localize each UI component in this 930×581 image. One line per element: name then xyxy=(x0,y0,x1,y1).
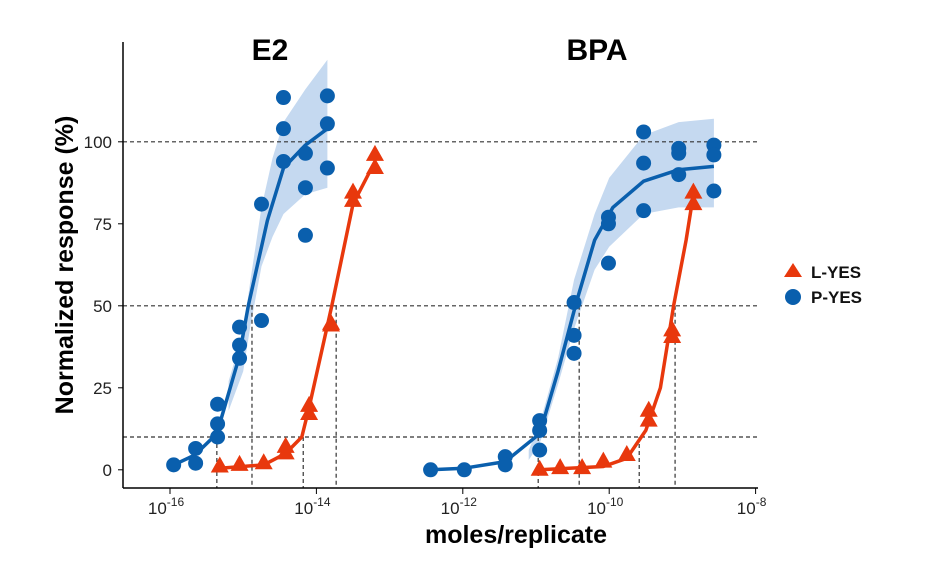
data-point-bpa-p-yes xyxy=(706,147,722,163)
data-point-bpa-l-yes xyxy=(684,194,703,211)
data-point-bpa-p-yes xyxy=(456,462,472,478)
data-point-e2-l-yes xyxy=(300,404,319,421)
data-point-bpa-p-yes xyxy=(532,442,548,458)
legend: L-YES P-YES xyxy=(784,263,862,307)
data-point-e2-p-yes xyxy=(297,227,313,243)
data-point-bpa-l-yes xyxy=(639,410,658,427)
data-point-e2-p-yes xyxy=(297,180,313,196)
data-point-bpa-p-yes xyxy=(532,422,548,438)
legend-circle-icon xyxy=(785,289,801,305)
data-point-bpa-p-yes xyxy=(671,145,687,161)
legend-label-p-yes: P-YES xyxy=(811,288,862,307)
data-point-bpa-p-yes xyxy=(600,216,616,232)
data-point-bpa-p-yes xyxy=(497,457,513,473)
data-point-e2-p-yes xyxy=(275,153,291,169)
data-point-e2-p-yes xyxy=(275,121,291,137)
data-point-bpa-p-yes xyxy=(423,462,439,478)
data-point-bpa-p-yes xyxy=(671,167,687,183)
data-point-e2-l-yes xyxy=(210,456,229,473)
data-point-bpa-l-yes xyxy=(684,182,703,199)
data-point-e2-p-yes xyxy=(319,88,335,104)
data-point-e2-p-yes xyxy=(232,350,248,366)
data-point-e2-p-yes xyxy=(297,145,313,161)
data-point-e2-l-yes xyxy=(254,453,273,470)
data-point-bpa-l-yes xyxy=(617,445,636,462)
data-point-e2-l-yes xyxy=(344,190,362,207)
panel-title-bpa: BPA xyxy=(566,34,627,67)
data-point-e2-l-yes xyxy=(276,436,295,453)
x-tick-label: 10-8 xyxy=(737,495,767,518)
data-point-e2-p-yes xyxy=(188,440,204,456)
data-point-e2-l-yes xyxy=(365,144,384,161)
data-point-e2-p-yes xyxy=(232,337,248,353)
data-point-bpa-p-yes xyxy=(566,345,582,361)
y-tick-label: 50 xyxy=(93,297,112,316)
panel-title-e2: E2 xyxy=(252,34,289,67)
data-point-e2-l-yes xyxy=(365,158,384,175)
legend-triangle-icon xyxy=(784,263,802,277)
x-tick-label: 10-12 xyxy=(441,495,478,518)
data-point-e2-p-yes xyxy=(275,90,291,106)
data-point-bpa-p-yes xyxy=(566,327,582,343)
data-point-e2-p-yes xyxy=(210,396,226,412)
data-point-e2-p-yes xyxy=(319,116,335,132)
x-tick-label: 10-14 xyxy=(294,495,331,518)
data-point-e2-p-yes xyxy=(254,196,269,212)
data-point-bpa-l-yes xyxy=(663,320,682,337)
data-point-bpa-p-yes xyxy=(636,203,652,219)
data-point-e2-p-yes xyxy=(254,313,269,329)
data-point-e2-l-yes xyxy=(322,313,341,330)
data-point-e2-p-yes xyxy=(166,457,182,473)
data-point-bpa-l-yes xyxy=(573,458,592,475)
data-point-bpa-p-yes xyxy=(600,255,616,271)
data-point-bpa-l-yes xyxy=(639,400,658,417)
y-tick-label: 0 xyxy=(103,461,112,480)
ci-band-bpa-p-yes xyxy=(528,118,714,461)
data-point-bpa-l-yes xyxy=(551,458,570,475)
data-point-e2-p-yes xyxy=(188,455,204,471)
data-point-bpa-l-yes xyxy=(594,451,613,468)
y-tick-label: 75 xyxy=(93,215,112,234)
data-point-e2-p-yes xyxy=(232,319,248,335)
data-point-e2-p-yes xyxy=(210,429,226,445)
legend-label-l-yes: L-YES xyxy=(811,263,861,282)
data-point-bpa-p-yes xyxy=(636,124,652,140)
data-point-bpa-p-yes xyxy=(636,155,652,171)
data-point-e2-l-yes xyxy=(230,454,249,471)
fit-curve-e2-l-yes xyxy=(219,160,377,470)
data-point-bpa-p-yes xyxy=(706,183,722,199)
y-axis-label: Normalized response (%) xyxy=(51,116,79,415)
data-point-bpa-l-yes xyxy=(530,459,549,476)
x-tick-label: 10-10 xyxy=(587,495,624,518)
data-point-e2-p-yes xyxy=(210,416,226,432)
x-axis-label: moles/replicate xyxy=(425,521,607,549)
y-tick-label: 25 xyxy=(93,379,112,398)
x-tick-label: 10-16 xyxy=(148,495,185,518)
data-point-e2-l-yes xyxy=(344,182,362,199)
y-tick-label: 100 xyxy=(84,133,112,152)
data-point-e2-l-yes xyxy=(300,395,319,412)
data-point-bpa-p-yes xyxy=(566,295,582,311)
data-point-e2-p-yes xyxy=(319,160,335,176)
